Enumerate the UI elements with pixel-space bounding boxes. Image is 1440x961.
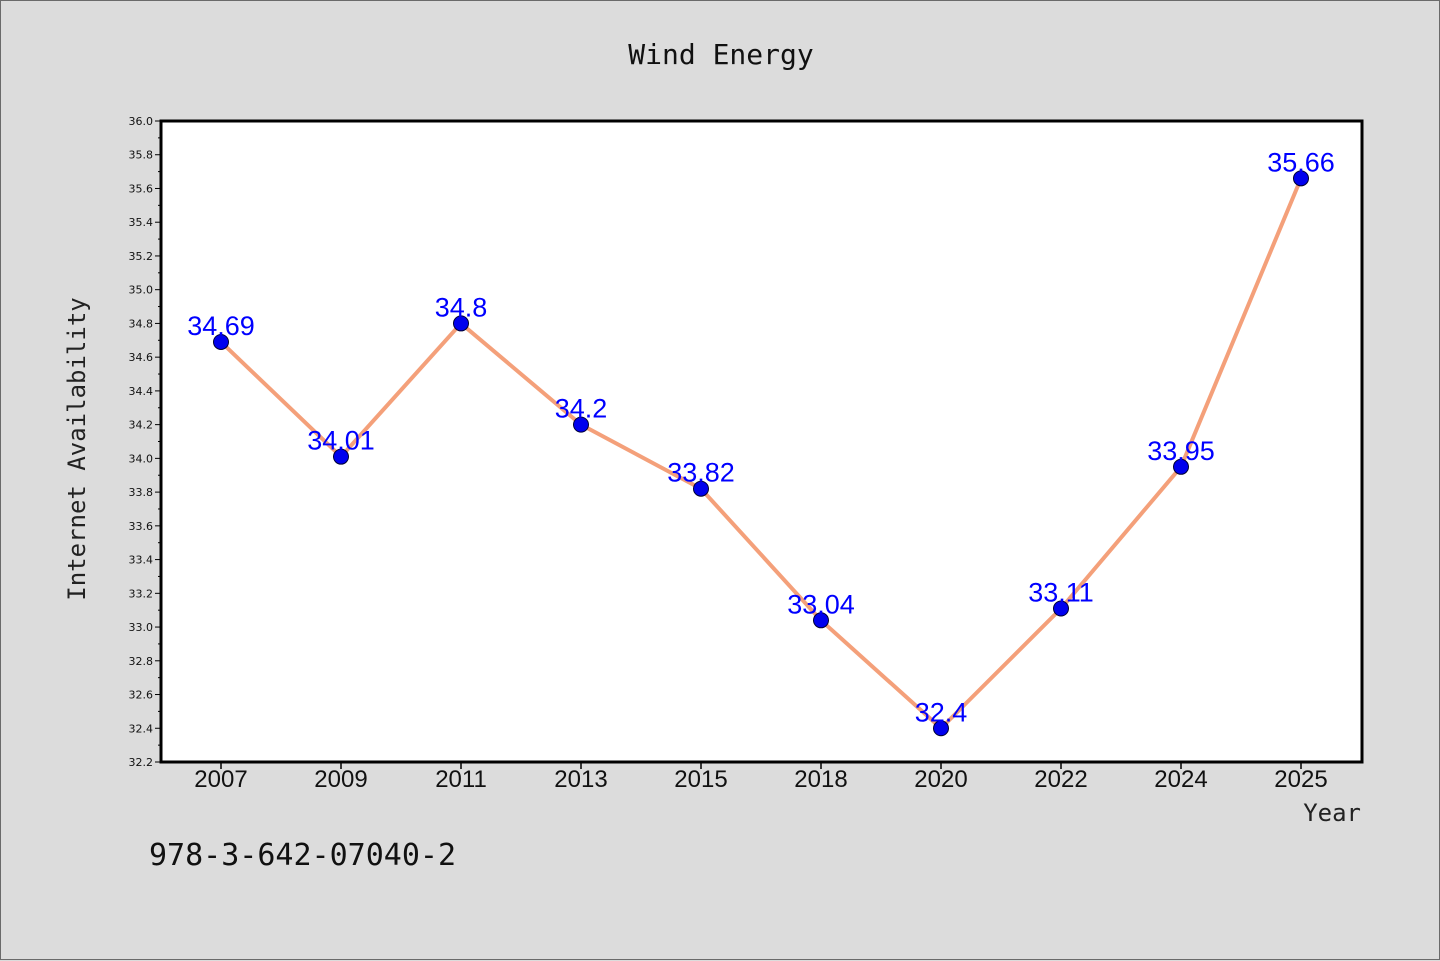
x-tick-label: 2025 — [1274, 766, 1327, 793]
data-label: 32.4 — [915, 697, 968, 727]
y-tick-label: 34.6 — [129, 351, 154, 364]
x-tick-label: 2020 — [914, 766, 967, 793]
y-tick-label: 34.4 — [129, 385, 154, 398]
y-tick-label: 34.0 — [129, 452, 154, 465]
x-tick-label: 2024 — [1154, 766, 1207, 793]
data-label: 35.66 — [1267, 147, 1335, 177]
y-tick-label: 35.2 — [129, 250, 154, 263]
x-tick-label: 2015 — [674, 766, 727, 793]
data-point — [1293, 170, 1309, 187]
y-tick-label: 32.2 — [129, 756, 154, 769]
x-tick-label: 2009 — [314, 766, 367, 793]
y-tick-label: 35.6 — [129, 182, 154, 195]
data-labels: 34.69 34.01 34.8 34.2 33.82 33.04 32.4 33.11 33.… — [187, 147, 1335, 727]
data-point — [453, 315, 469, 332]
data-label: 34.01 — [307, 426, 375, 456]
x-tick-label: 2013 — [554, 766, 607, 793]
x-axis-ticks: 2007 2009 2011 2013 2015 2018 2020 2022 2024 2025 — [194, 762, 1328, 793]
chart-title: Wind Energy — [628, 38, 813, 71]
data-label: 34.8 — [435, 292, 488, 322]
x-tick-label: 2022 — [1034, 766, 1087, 793]
data-label: 33.82 — [667, 458, 735, 488]
y-axis-ticks: 32.2 32.4 32.6 32.8 33.0 33.2 33.4 33.6 33.8 34.0… — [129, 115, 161, 769]
data-point — [933, 720, 949, 737]
data-point — [333, 448, 349, 465]
y-tick-label: 33.6 — [129, 520, 154, 533]
plot-area — [161, 121, 1362, 762]
data-label: 33.95 — [1147, 436, 1215, 466]
y-axis-label: Internet Availability — [63, 297, 91, 600]
data-point — [573, 416, 589, 433]
y-tick-label: 32.6 — [129, 689, 154, 702]
y-tick-label: 33.8 — [129, 486, 154, 499]
y-tick-label: 33.2 — [129, 587, 154, 600]
x-tick-label: 2011 — [435, 766, 487, 793]
x-axis-label: Year — [1303, 799, 1361, 827]
series-line — [219, 177, 1303, 731]
x-tick-label: 2018 — [794, 766, 847, 793]
y-tick-label: 35.4 — [129, 216, 154, 229]
y-tick-label: 36.0 — [129, 115, 154, 128]
data-label: 34.69 — [187, 311, 255, 341]
y-tick-label: 35.8 — [129, 149, 154, 162]
isbn-note: 978-3-642-07040-2 — [149, 838, 456, 873]
x-tick-label: 2007 — [194, 766, 247, 793]
data-point — [813, 612, 829, 629]
y-tick-label: 34.2 — [129, 419, 154, 432]
y-tick-label: 35.0 — [129, 284, 154, 297]
data-point — [693, 480, 709, 497]
y-tick-label: 34.8 — [129, 317, 154, 330]
data-label: 33.04 — [787, 589, 855, 619]
data-point — [213, 333, 229, 350]
plot-border — [159, 119, 1364, 764]
y-tick-label: 33.4 — [129, 554, 154, 567]
data-markers — [213, 170, 1309, 737]
data-label: 34.2 — [555, 394, 608, 424]
data-label: 33.11 — [1028, 577, 1094, 607]
y-tick-label: 32.4 — [129, 722, 154, 735]
y-tick-label: 33.0 — [129, 621, 154, 634]
data-point — [1173, 458, 1189, 475]
y-tick-label: 32.8 — [129, 655, 154, 668]
data-point — [1053, 600, 1069, 617]
